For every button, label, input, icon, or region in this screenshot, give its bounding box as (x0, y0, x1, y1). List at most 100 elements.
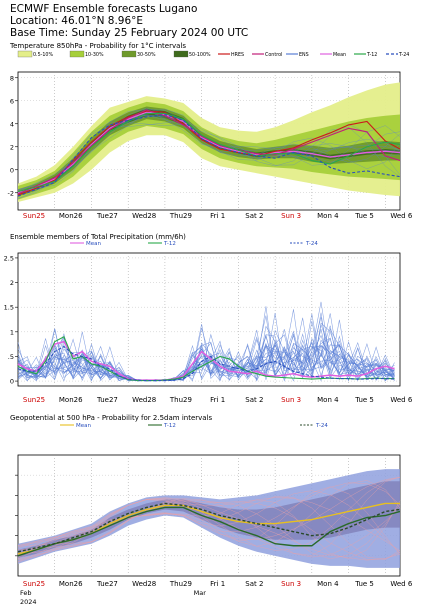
panel-1-y-tick-label: 1.5 (4, 304, 14, 312)
temperature-ens-member-9 (17, 121, 401, 199)
precipitation-series-t-24 (17, 345, 395, 382)
x-day-label-p1-9: Tue 5 (354, 396, 374, 404)
panel-1-y-tick-label: 1 (10, 328, 14, 336)
precipitation-ens-member-22 (17, 334, 395, 382)
x-day-label-p2-4: Thu29 (169, 580, 192, 588)
precipitation-ens-member-12 (17, 322, 395, 382)
panel-1-y-tick-label: 2 (10, 279, 14, 287)
x-month-label-mar: Mar (194, 589, 207, 597)
header-title: ECMWF Ensemble forecasts Lugano (10, 3, 198, 15)
temperature-series-t-12 (17, 112, 401, 193)
x-day-label-p2-2: Tue27 (96, 580, 118, 588)
temperature-legend-swatch-2 (121, 50, 137, 58)
geopotential-ens-member-3 (17, 498, 401, 559)
x-day-label-p0-3: Wed28 (132, 212, 156, 220)
precipitation-legend-label-0: Mean (86, 241, 101, 247)
precipitation-series-mean (17, 340, 395, 381)
temperature-legend-swatch-1 (69, 50, 85, 58)
x-month-label-feb: Feb (20, 589, 32, 597)
temperature-legend-label-4: HRES (231, 52, 244, 58)
geopotential-ens-member-8 (17, 499, 401, 560)
x-day-label-p2-5: Fri 1 (210, 580, 225, 588)
x-day-label-p1-7: Sun 3 (281, 396, 301, 404)
panel-1-y-tick-label: .5 (8, 353, 14, 361)
x-day-label-p2-0: Sun25 (23, 580, 45, 588)
geopotential-ens-member-0 (17, 497, 401, 561)
precipitation-ens-member-10 (17, 328, 395, 382)
temperature-ens-member-2 (17, 107, 401, 190)
temperature-series-t-24 (17, 113, 401, 197)
temperature-legend-label-8: T-12 (366, 52, 377, 58)
temperature-legend-swatch-3 (173, 50, 189, 58)
panel-0-y-tick-label: 6 (10, 97, 14, 105)
x-day-label-p0-6: Sat 2 (245, 212, 263, 220)
temperature-legend-label-6: ENS (299, 52, 309, 58)
panel-0-y-tick-label: -2 (8, 189, 14, 197)
x-day-label-p1-5: Fri 1 (210, 396, 225, 404)
geopotential-series-t-12 (17, 506, 401, 557)
x-day-label-p0-5: Fri 1 (210, 212, 225, 220)
temperature-series-hres (17, 110, 401, 196)
x-day-label-p1-1: Mon26 (59, 396, 83, 404)
x-day-label-p2-1: Mon26 (59, 580, 83, 588)
x-day-label-p0-7: Sun 3 (281, 212, 301, 220)
x-day-label-p1-3: Wed28 (132, 396, 156, 404)
header-location: Location: 46.01°N 8.96°E (10, 15, 144, 27)
x-day-label-p2-7: Sun 3 (281, 580, 301, 588)
temperature-legend-label-2: 30-50% (137, 52, 156, 58)
precipitation-ens-member-3 (17, 331, 395, 382)
temperature-ens-member-7 (17, 108, 401, 191)
geopotential-legend-label-0: Mean (76, 423, 91, 429)
panel-0-y-tick-label: 4 (10, 120, 14, 128)
x-day-label-p0-0: Sun25 (23, 212, 45, 220)
panel-0-y-tick-label: 2 (10, 143, 14, 151)
x-day-label-p0-9: Tue 5 (354, 212, 374, 220)
geopotential-ens-member-11 (17, 476, 401, 556)
x-day-label-p0-1: Mon26 (59, 212, 83, 220)
x-day-label-p0-8: Mon 4 (317, 212, 339, 220)
x-day-label-p1-2: Tue27 (96, 396, 118, 404)
precipitation-legend-label-1: T-12 (163, 241, 176, 247)
temperature-legend-label-9: T-24 (398, 52, 409, 58)
panel-0-y-tick-label: 0 (10, 166, 14, 174)
geopotential-ens-member-7 (17, 490, 401, 553)
temperature-legend-label-0: 0.5-10% (33, 52, 53, 58)
temperature-legend-label-7: Mean (333, 52, 346, 58)
geopotential-legend-label-1: T-12 (163, 423, 176, 429)
geopotential-ens-member-4 (17, 482, 401, 546)
x-day-label-p0-2: Tue27 (96, 212, 118, 220)
temperature-legend-label-1: 10-30% (85, 52, 104, 58)
x-day-label-p0-10: Wed 6 (390, 212, 412, 220)
x-day-label-p2-9: Tue 5 (354, 580, 374, 588)
panel-1-y-tick-label: 2.5 (4, 254, 14, 262)
geopotential-legend-label-2: T-24 (315, 423, 328, 429)
temperature-ens-member-8 (17, 109, 401, 191)
geopotential-ens-member-9 (17, 480, 401, 563)
geopotential-panel-title: Geopotential at 500 hPa - Probability fo… (10, 414, 213, 422)
temperature-legend-label-5: Control (265, 52, 282, 58)
temperature-legend-swatch-0 (17, 50, 33, 58)
geopotential-ens-member-12 (17, 486, 401, 561)
panel-0-y-tick-label: 8 (10, 74, 14, 82)
temperature-legend-label-3: 50-100% (189, 52, 211, 58)
geopotential-band-inner (18, 481, 400, 558)
x-day-label-p1-4: Thu29 (169, 396, 192, 404)
x-day-label-p2-6: Sat 2 (245, 580, 263, 588)
precipitation-legend-label-2: T-24 (305, 241, 318, 247)
x-day-label-p1-6: Sat 2 (245, 396, 263, 404)
x-day-label-p2-8: Mon 4 (317, 580, 339, 588)
x-year-label: 2024 (20, 598, 37, 606)
header-base-time: Base Time: Sunday 25 February 2024 00 UT… (10, 27, 249, 39)
geopotential-series-t-24 (17, 502, 401, 553)
x-day-label-p1-0: Sun25 (23, 396, 45, 404)
x-day-label-p1-8: Mon 4 (317, 396, 339, 404)
x-day-label-p1-10: Wed 6 (390, 396, 412, 404)
precipitation-panel-title: Ensemble members of Total Precipitation … (10, 233, 186, 241)
temperature-panel-title: Temperature 850hPa - Probability for 1°C… (10, 42, 187, 50)
x-day-label-p2-3: Wed28 (132, 580, 156, 588)
panel-1-y-tick-label: 0 (10, 378, 14, 386)
x-day-label-p0-4: Thu29 (169, 212, 192, 220)
x-day-label-p2-10: Wed 6 (390, 580, 412, 588)
precipitation-ens-member-14 (17, 301, 395, 382)
